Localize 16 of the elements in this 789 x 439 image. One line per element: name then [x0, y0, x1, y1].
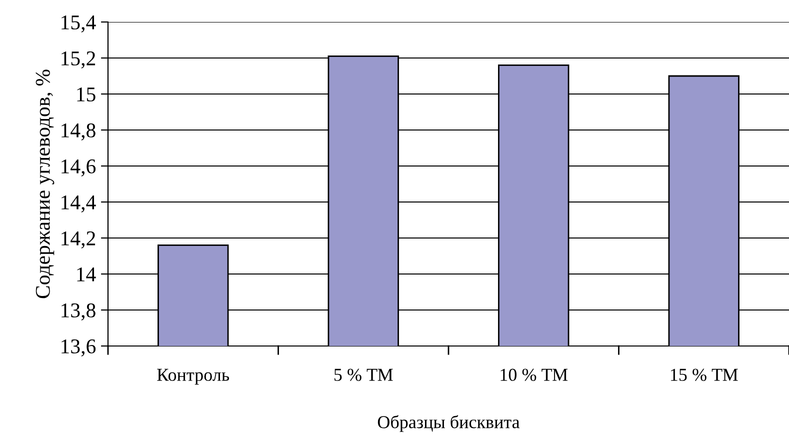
y-tick-label: 14,8	[62, 123, 96, 140]
x-tick-label: 5 % ТМ	[334, 368, 393, 381]
y-tick-label: 15,4	[62, 15, 96, 32]
x-tick-label: 10 % ТМ	[500, 368, 568, 381]
y-tick-label: 13,8	[62, 303, 96, 320]
y-axis-title: Содержание углеводов, %	[36, 70, 54, 298]
y-tick-label: 15,2	[62, 51, 96, 68]
x-tick-label: Контроль	[157, 368, 230, 385]
y-tick-label: 13,6	[62, 339, 96, 356]
y-tick-label: 14,4	[62, 195, 96, 212]
y-tick-label: 14,6	[62, 159, 96, 176]
y-tick-label: 15	[77, 87, 96, 102]
y-tick-label: 14,2	[62, 231, 96, 248]
y-tick-label: 14	[77, 267, 96, 282]
x-axis-title: Образцы бисквита	[378, 415, 520, 432]
x-tick-label: 15 % ТМ	[670, 368, 738, 381]
